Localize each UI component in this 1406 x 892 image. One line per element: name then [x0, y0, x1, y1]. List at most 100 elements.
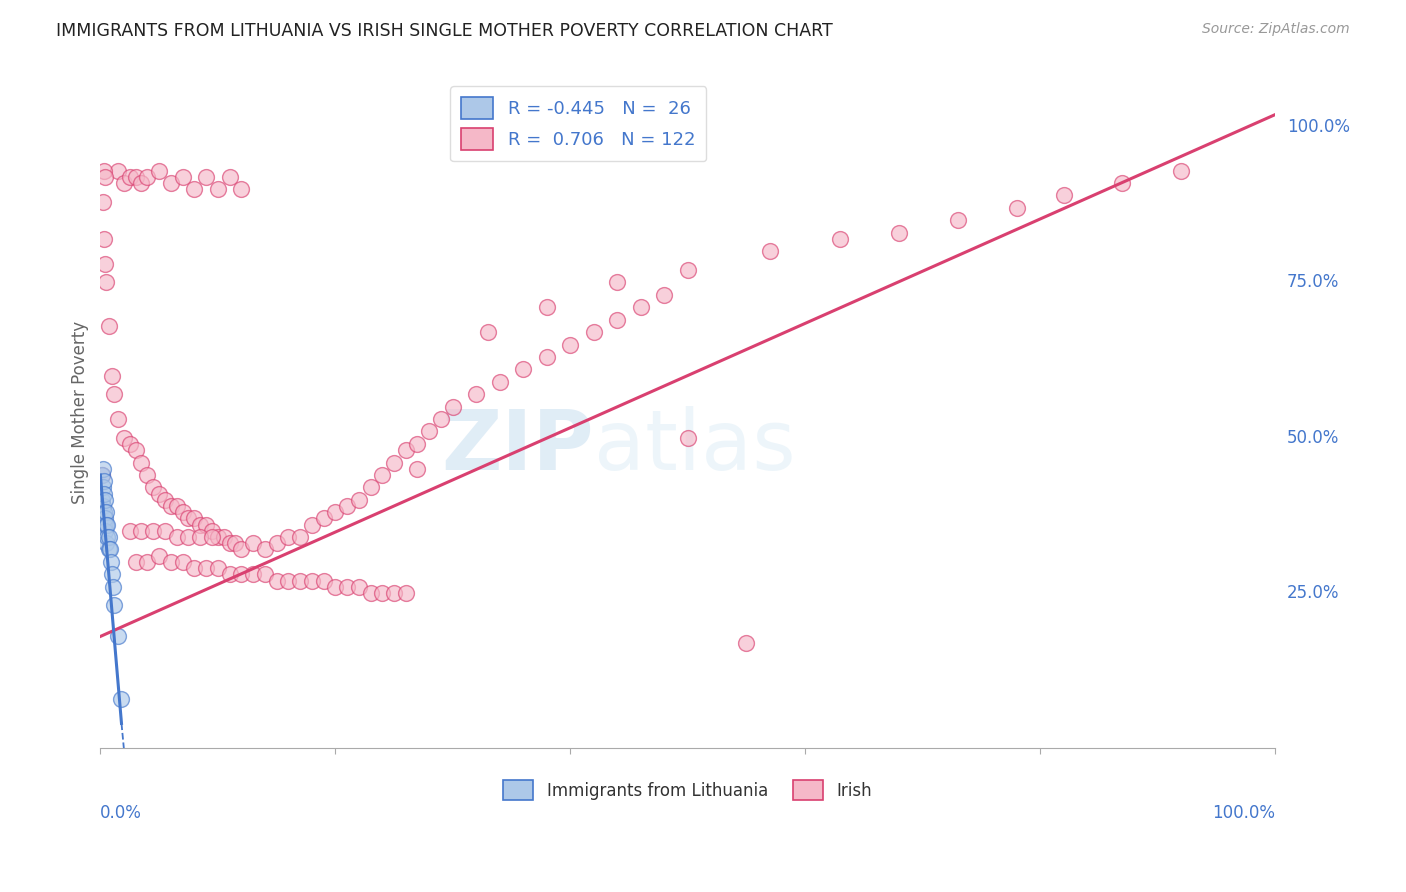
Point — [946, 213, 969, 227]
Point — [91, 461, 114, 475]
Point — [90, 492, 112, 507]
Point — [107, 163, 129, 178]
Point — [201, 524, 224, 538]
Point — [560, 337, 582, 351]
Point — [406, 437, 429, 451]
Point — [183, 561, 205, 575]
Point — [371, 586, 394, 600]
Point — [97, 542, 120, 557]
Point — [1052, 188, 1074, 202]
Point — [266, 574, 288, 588]
Point — [96, 276, 118, 290]
Point — [347, 492, 370, 507]
Point — [94, 257, 117, 271]
Point — [142, 524, 165, 538]
Point — [103, 387, 125, 401]
Point — [512, 362, 534, 376]
Point — [195, 517, 218, 532]
Point — [430, 412, 453, 426]
Point — [360, 586, 382, 600]
Point — [488, 375, 510, 389]
Point — [124, 555, 146, 569]
Point — [231, 542, 253, 557]
Point — [652, 288, 675, 302]
Point — [465, 387, 488, 401]
Point — [131, 456, 153, 470]
Point — [735, 635, 758, 649]
Point — [112, 176, 135, 190]
Point — [98, 542, 121, 557]
Point — [207, 530, 229, 544]
Point — [142, 480, 165, 494]
Point — [153, 524, 176, 538]
Point — [323, 505, 346, 519]
Point — [231, 567, 253, 582]
Point — [136, 467, 159, 482]
Point — [676, 431, 699, 445]
Point — [91, 194, 114, 209]
Point — [606, 276, 628, 290]
Point — [177, 511, 200, 525]
Text: atlas: atlas — [593, 406, 796, 487]
Point — [96, 505, 118, 519]
Point — [676, 263, 699, 277]
Point — [224, 536, 246, 550]
Point — [395, 586, 418, 600]
Point — [96, 517, 118, 532]
Point — [118, 169, 141, 184]
Point — [100, 555, 122, 569]
Point — [301, 517, 323, 532]
Point — [253, 567, 276, 582]
Point — [93, 474, 115, 488]
Point — [477, 325, 499, 339]
Point — [93, 232, 115, 246]
Point — [136, 555, 159, 569]
Point — [90, 467, 112, 482]
Point — [90, 467, 112, 482]
Point — [148, 163, 170, 178]
Point — [94, 169, 117, 184]
Point — [172, 555, 194, 569]
Point — [371, 467, 394, 482]
Point — [172, 505, 194, 519]
Point — [91, 499, 114, 513]
Point — [188, 517, 211, 532]
Point — [159, 499, 181, 513]
Point — [148, 549, 170, 563]
Point — [195, 169, 218, 184]
Point — [94, 524, 117, 538]
Text: IMMIGRANTS FROM LITHUANIA VS IRISH SINGLE MOTHER POVERTY CORRELATION CHART: IMMIGRANTS FROM LITHUANIA VS IRISH SINGL… — [56, 22, 832, 40]
Point — [212, 530, 235, 544]
Point — [172, 169, 194, 184]
Text: 75.0%: 75.0% — [1286, 274, 1339, 292]
Point — [101, 567, 124, 582]
Point — [101, 368, 124, 383]
Point — [288, 530, 311, 544]
Point — [395, 443, 418, 458]
Point — [96, 536, 118, 550]
Point — [107, 630, 129, 644]
Point — [166, 530, 188, 544]
Point — [93, 163, 115, 178]
Point — [277, 530, 299, 544]
Point — [124, 443, 146, 458]
Point — [887, 226, 910, 240]
Point — [93, 505, 115, 519]
Point — [183, 182, 205, 196]
Point — [218, 536, 240, 550]
Point — [195, 561, 218, 575]
Text: 100.0%: 100.0% — [1212, 805, 1275, 822]
Point — [207, 182, 229, 196]
Point — [131, 176, 153, 190]
Point — [136, 169, 159, 184]
Point — [94, 511, 117, 525]
Point — [312, 574, 335, 588]
Point — [166, 499, 188, 513]
Point — [382, 586, 405, 600]
Point — [336, 499, 359, 513]
Point — [124, 169, 146, 184]
Point — [177, 530, 200, 544]
Point — [242, 567, 264, 582]
Point — [103, 580, 125, 594]
Point — [418, 425, 440, 439]
